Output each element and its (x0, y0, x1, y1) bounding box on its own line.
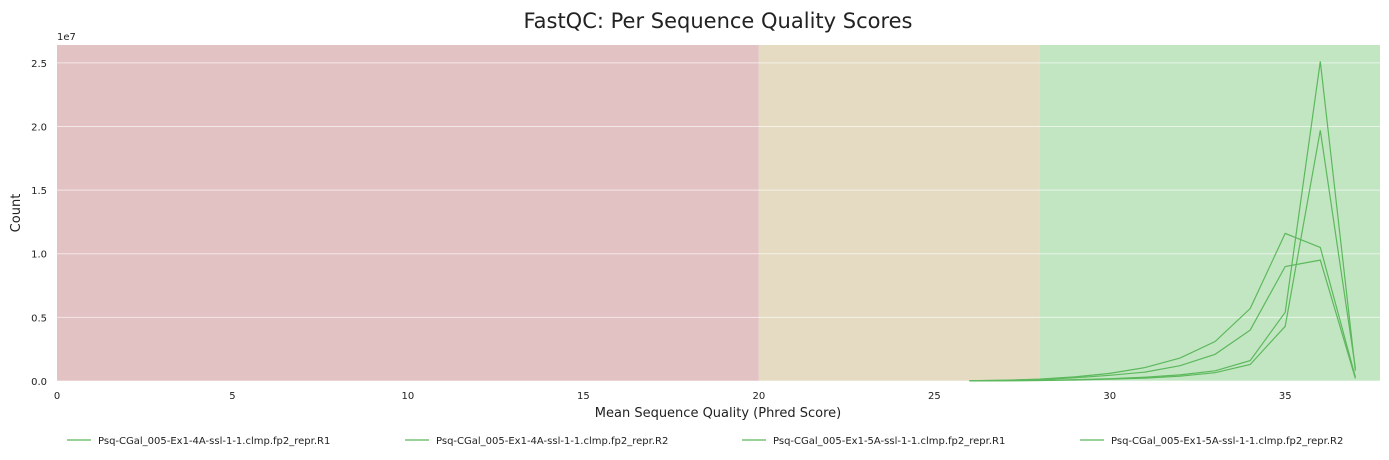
chart-title: FastQC: Per Sequence Quality Scores (523, 9, 912, 33)
series-lines (969, 61, 1356, 382)
y-tick-label: 1.5 (31, 186, 47, 197)
quality-band-1 (758, 45, 1040, 381)
legend: Psq-CGal_005-Ex1-4A-ssl-1-1.clmp.fp2_rep… (67, 436, 1343, 447)
y-multiplier-label: 1e7 (57, 32, 76, 43)
y-tick-label: 1.0 (31, 250, 47, 261)
series-line-3 (969, 130, 1356, 382)
quality-band-2 (1039, 45, 1380, 381)
x-tick-label: 25 (928, 391, 941, 402)
x-tick-label: 15 (577, 391, 590, 402)
series-line-1 (969, 232, 1356, 382)
x-tick-label: 10 (402, 391, 415, 402)
y-tick-label: 2.0 (31, 122, 47, 133)
x-tick-label: 0 (54, 391, 60, 402)
x-tick-label: 5 (229, 391, 235, 402)
y-axis-label: Count (9, 194, 24, 233)
quality-band-0 (57, 45, 759, 381)
y-tick-label: 2.5 (31, 59, 47, 70)
x-tick-label: 35 (1279, 391, 1292, 402)
legend-entry: Psq-CGal_005-Ex1-4A-ssl-1-1.clmp.fp2_rep… (436, 436, 668, 447)
x-tick-label: 20 (752, 391, 765, 402)
legend-entry: Psq-CGal_005-Ex1-5A-ssl-1-1.clmp.fp2_rep… (773, 436, 1005, 447)
x-axis-label: Mean Sequence Quality (Phred Score) (595, 406, 841, 421)
y-tick-label: 0.5 (31, 313, 47, 324)
y-tick-label: 0.0 (31, 377, 47, 388)
x-axis-ticks: 0 5 10 15 20 25 30 35 (54, 391, 1292, 402)
grid-lines (57, 62, 1380, 382)
x-tick-label: 30 (1103, 391, 1116, 402)
legend-entry: Psq-CGal_005-Ex1-4A-ssl-1-1.clmp.fp2_rep… (98, 436, 330, 447)
legend-entry: Psq-CGal_005-Ex1-5A-ssl-1-1.clmp.fp2_rep… (1111, 436, 1343, 447)
quality-bands (57, 45, 1380, 381)
y-axis-ticks: 0.0 0.5 1.0 1.5 2.0 2.5 (31, 59, 47, 388)
